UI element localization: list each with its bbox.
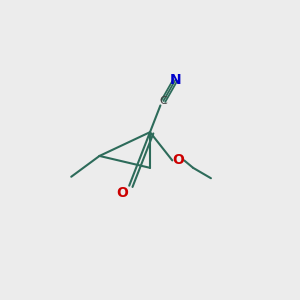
Text: O: O [172,153,184,167]
Text: C: C [160,96,167,106]
Text: O: O [116,186,128,200]
Text: N: N [169,73,181,87]
